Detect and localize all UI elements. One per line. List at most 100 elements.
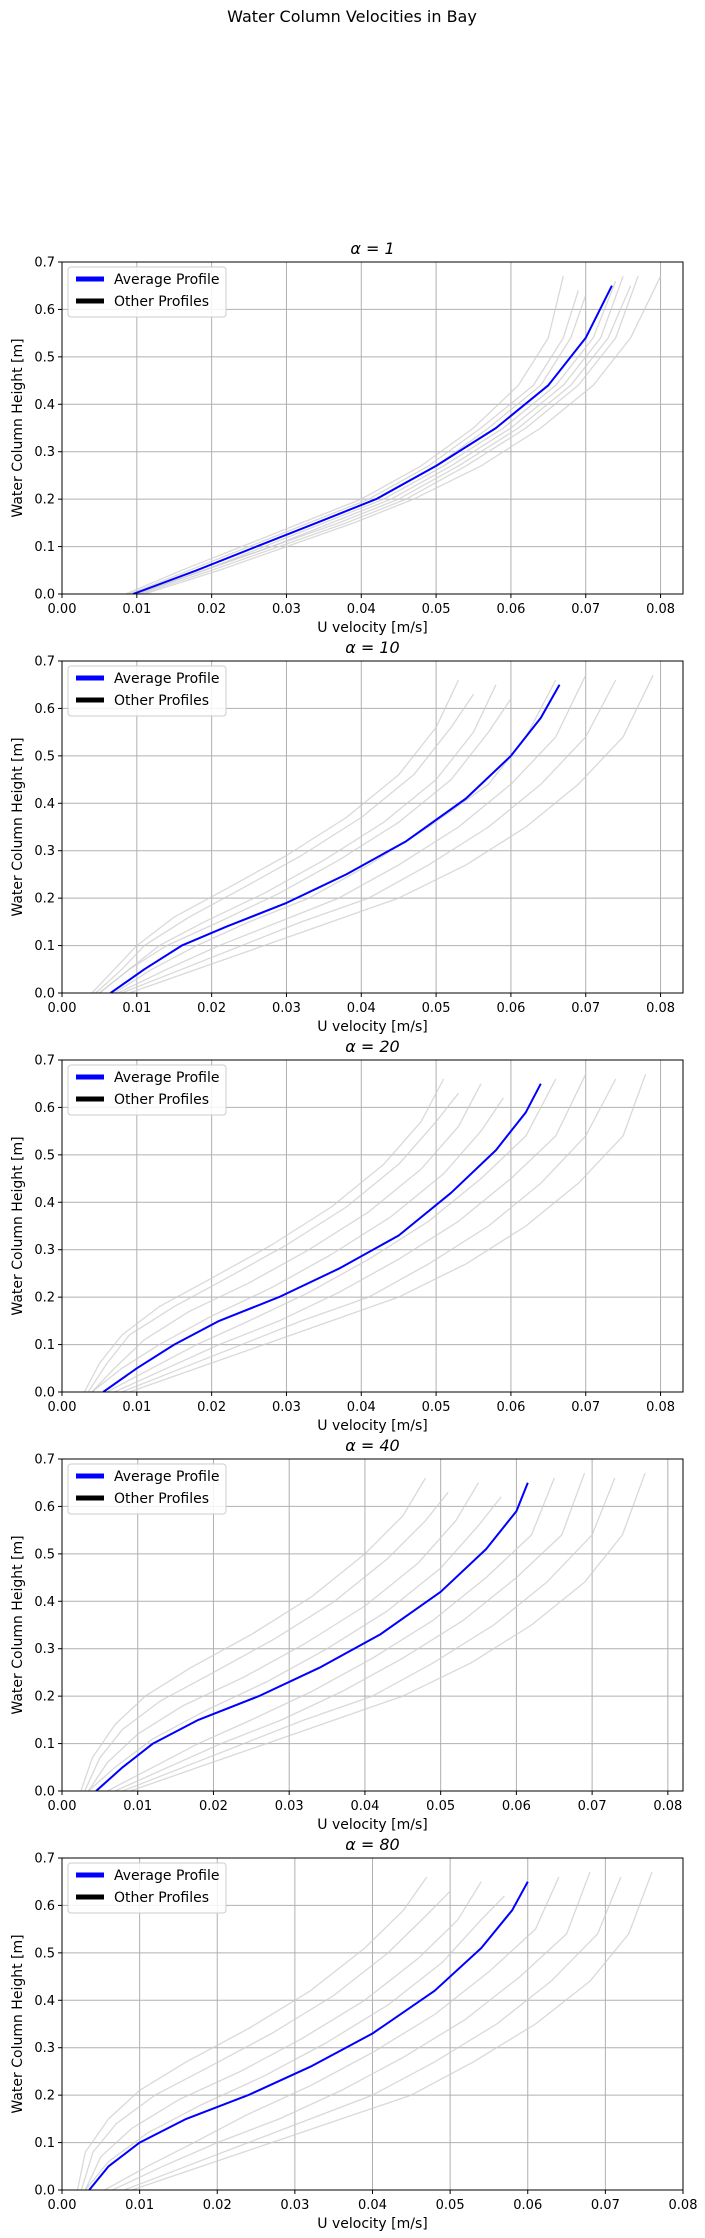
subplot-title: α = 80 <box>345 1835 399 1854</box>
other-profile-line <box>83 1078 445 1392</box>
y-tick-label: 0.2 <box>34 1690 55 1705</box>
x-tick-label: 0.04 <box>347 602 376 617</box>
y-tick-label: 0.0 <box>34 588 55 603</box>
x-tick-label: 0.00 <box>48 1799 77 1814</box>
y-tick-label: 0.1 <box>34 1737 55 1752</box>
other-profile-line <box>98 684 497 993</box>
x-tick-label: 0.07 <box>571 1001 600 1016</box>
y-tick-label: 0.6 <box>34 702 55 717</box>
x-tick-label: 0.07 <box>591 2198 620 2213</box>
legend-box <box>67 266 227 318</box>
x-axis-label: U velocity [m/s] <box>317 2216 427 2232</box>
other-profile-line <box>84 1895 505 2190</box>
y-tick-label: 0.7 <box>34 1054 55 1069</box>
other-profile-line <box>144 275 662 594</box>
y-tick-label: 0.5 <box>34 1946 55 1961</box>
legend-average-label: Average Profile <box>114 1070 219 1086</box>
x-tick-label: 0.02 <box>197 1400 226 1415</box>
y-tick-label: 0.3 <box>34 844 55 859</box>
x-tick-label: 0.03 <box>280 2198 309 2213</box>
other-profile-line <box>80 1477 427 1791</box>
other-profile-line <box>131 1871 653 2190</box>
x-tick-label: 0.07 <box>571 602 600 617</box>
x-tick-label: 0.08 <box>653 1799 682 1814</box>
other-profile-line <box>114 1472 586 1791</box>
legend-other-label: Other Profiles <box>114 1890 209 1906</box>
x-tick-label: 0.05 <box>422 1001 451 1016</box>
y-tick-label: 0.1 <box>34 939 55 954</box>
x-tick-label: 0.03 <box>272 602 301 617</box>
y-tick-label: 0.3 <box>34 1243 55 1258</box>
other-profile-line <box>91 679 460 993</box>
y-tick-label: 0.2 <box>34 1291 55 1306</box>
x-tick-label: 0.05 <box>422 1400 451 1415</box>
other-profile-line <box>106 1078 557 1392</box>
subplot-title: α = 20 <box>345 1037 399 1056</box>
x-tick-label: 0.06 <box>502 1799 531 1814</box>
other-profile-line <box>121 679 617 993</box>
y-tick-label: 0.6 <box>34 1500 55 1515</box>
y-tick-label: 0.6 <box>34 1899 55 1914</box>
y-tick-label: 0.4 <box>34 398 55 413</box>
x-tick-label: 0.01 <box>123 1799 152 1814</box>
y-tick-label: 0.0 <box>34 1785 55 1800</box>
y-axis-label: Water Column Height [m] <box>10 737 26 916</box>
y-tick-label: 0.2 <box>34 2089 55 2104</box>
average-profile-line <box>110 684 561 993</box>
other-profile-line <box>129 290 579 594</box>
subplot-title: α = 1 <box>350 239 394 258</box>
other-profile-line <box>136 285 632 594</box>
figure-title: Water Column Velocities in Bay <box>227 7 477 26</box>
y-tick-label: 0.7 <box>34 1852 55 1867</box>
other-profile-line <box>121 1078 617 1392</box>
other-profile-line <box>104 1876 560 2190</box>
other-profile-line <box>107 1477 555 1791</box>
x-tick-label: 0.04 <box>347 1001 376 1016</box>
other-profile-line <box>140 275 639 594</box>
other-profile-line <box>87 1092 460 1392</box>
x-tick-label: 0.00 <box>48 1400 77 1415</box>
x-tick-label: 0.06 <box>496 1001 525 1016</box>
subplot-title: α = 40 <box>345 1436 399 1455</box>
legend-average-label: Average Profile <box>114 1868 219 1884</box>
other-profile-line <box>84 1881 482 2190</box>
x-tick-label: 0.07 <box>578 1799 607 1814</box>
x-tick-label: 0.03 <box>272 1400 301 1415</box>
other-profile-line <box>91 1097 504 1392</box>
x-axis-label: U velocity [m/s] <box>317 1019 427 1035</box>
x-tick-label: 0.04 <box>350 1799 379 1814</box>
other-profile-line <box>91 1083 482 1392</box>
y-tick-label: 0.0 <box>34 1386 55 1401</box>
legend-average-label: Average Profile <box>114 671 219 687</box>
other-profile-line <box>114 1073 587 1392</box>
x-tick-label: 0.02 <box>197 602 226 617</box>
other-profile-line <box>123 1876 622 2190</box>
plot-frame <box>61 1857 684 2191</box>
y-tick-label: 0.2 <box>34 493 55 508</box>
x-tick-label: 0.08 <box>646 1001 675 1016</box>
legend-average-label: Average Profile <box>114 1469 219 1485</box>
x-axis-label: U velocity [m/s] <box>317 620 427 636</box>
x-tick-label: 0.06 <box>496 602 525 617</box>
y-tick-label: 0.5 <box>34 1148 55 1163</box>
y-tick-label: 0.0 <box>34 987 55 1002</box>
y-axis-label: Water Column Height [m] <box>10 1934 26 2113</box>
legend: Average Profile Other Profiles <box>67 1862 227 1914</box>
y-tick-label: 0.1 <box>34 1338 55 1353</box>
other-profile-line <box>84 1491 449 1791</box>
x-tick-label: 0.06 <box>513 2198 542 2213</box>
subplot-1: α = 1 0.00 0.01 0.02 0.03 0.04 0.05 0.06 0.07 0.0… <box>10 239 684 636</box>
y-tick-label: 0.5 <box>34 350 55 365</box>
x-tick-label: 0.07 <box>571 1400 600 1415</box>
y-tick-label: 0.5 <box>34 1547 55 1562</box>
x-tick-label: 0.02 <box>199 1799 228 1814</box>
other-profile-line <box>112 1871 591 2190</box>
subplot-5: α = 80 0.00 0.01 0.02 0.03 0.04 0.05 0.06 0.07 0.… <box>10 1835 697 2232</box>
x-tick-label: 0.02 <box>197 1001 226 1016</box>
other-profile-line <box>76 1876 428 2190</box>
other-profile-line <box>88 1496 502 1791</box>
x-tick-label: 0.04 <box>358 2198 387 2213</box>
other-profile-line <box>129 1073 647 1392</box>
other-profile-line <box>87 1482 480 1791</box>
legend-box <box>67 665 227 717</box>
